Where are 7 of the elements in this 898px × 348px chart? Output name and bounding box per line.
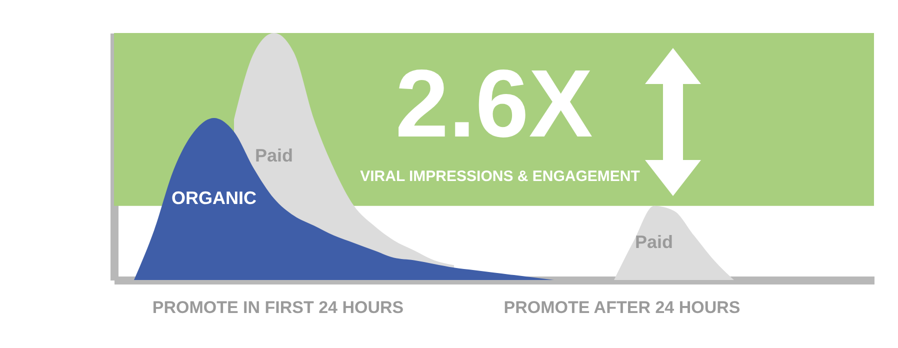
series-label: Paid <box>254 146 294 166</box>
series-label: ORGANIC <box>172 188 256 208</box>
text: PROMOTE IN FIRST 24 HOURS <box>152 298 404 318</box>
annotation: VIRAL IMPRESSIONS & ENGAGEMENT <box>360 168 640 185</box>
band-label: 2.6X <box>395 50 593 158</box>
series-label: Paid <box>634 232 674 252</box>
text: PROMOTE AFTER 24 HOURS <box>504 298 740 318</box>
